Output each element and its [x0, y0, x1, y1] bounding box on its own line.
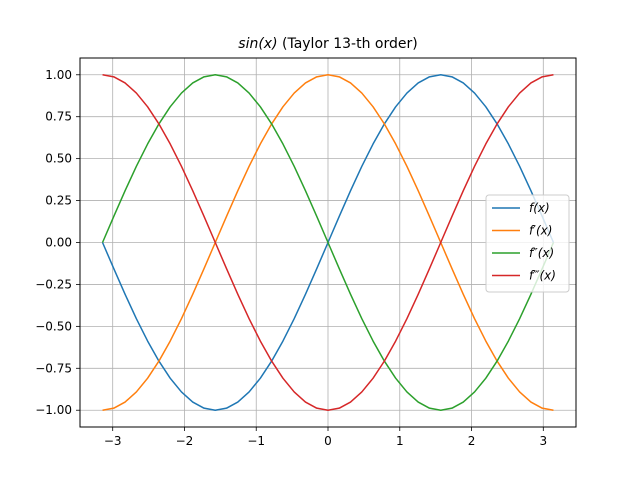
chart-title: sin(x) (Taylor 13-th order)	[238, 36, 417, 52]
legend-label: f″(x)	[529, 246, 554, 260]
series-line	[101, 74, 555, 411]
x-tick-label: 2	[468, 434, 476, 448]
axis-ticks: −3 −2 −1 0 1 2 3 −1.00 −0.75 −0.50 −0.25 0.00 0.25 0.…	[35, 68, 547, 448]
legend: f(x) f′(x) f″(x) f‴(x)	[485, 194, 570, 293]
x-tick-label: 3	[539, 434, 547, 448]
y-tick-label: 1.00	[45, 68, 72, 82]
y-tick-label: 0.75	[45, 110, 72, 124]
y-tick-label: −0.25	[35, 277, 72, 291]
x-tick-label: −3	[104, 434, 122, 448]
y-tick-label: −1.00	[35, 403, 72, 417]
series-line	[102, 74, 554, 411]
x-tick-label: −2	[176, 434, 194, 448]
y-tick-label: 0.00	[45, 236, 72, 250]
legend-label: f(x)	[529, 201, 550, 215]
chart-title-math: sin(x)	[238, 36, 277, 52]
legend-box	[485, 194, 570, 293]
y-tick-label: −0.50	[35, 319, 72, 333]
legend-label: f‴(x)	[529, 269, 556, 283]
x-tick-label: 1	[396, 434, 404, 448]
series-line	[102, 74, 554, 411]
chart-title-rest: (Taylor 13-th order)	[278, 36, 418, 52]
y-tick-label: 0.25	[45, 194, 72, 208]
x-tick-label: −1	[247, 434, 265, 448]
y-tick-label: −0.75	[35, 361, 72, 375]
legend-label: f′(x)	[529, 224, 552, 238]
series-lines	[101, 74, 555, 411]
y-tick-label: 0.50	[45, 152, 72, 166]
x-tick-label: 0	[324, 434, 332, 448]
